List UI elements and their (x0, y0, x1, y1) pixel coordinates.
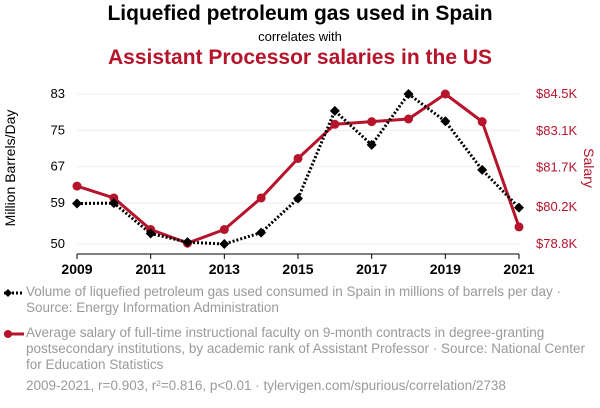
series-lpg-point (219, 239, 230, 249)
series-lpg-point (514, 202, 524, 213)
series-lpg-point (366, 139, 377, 150)
series-salary-line (76, 92, 521, 245)
x-tick-label: 2021 (503, 261, 534, 277)
y-tick-right: $78.8K (536, 236, 578, 251)
chart-title-secondary: Assistant Processor salaries in the US (108, 46, 492, 69)
legend-marker-solid-circle (4, 330, 24, 338)
x-tick-label: 2019 (430, 261, 461, 277)
series-salary-point (367, 117, 377, 127)
series-salary-point (109, 193, 119, 203)
y-tick-right: $81.7K (536, 160, 578, 175)
chart-title: Liquefied petroleum gas used in Spain (107, 2, 493, 25)
series-salary-point (440, 89, 450, 99)
series-lpg-point (182, 237, 193, 248)
legend-text-2: Average salary of full-time instructiona… (26, 325, 586, 372)
y-axis-label-right: Salary (581, 148, 597, 188)
series-salary-point (256, 193, 266, 203)
series-lpg-point (477, 164, 488, 175)
series-lpg-point (329, 105, 340, 116)
series-group (72, 89, 524, 249)
chart-subtitle: correlates with (258, 29, 342, 44)
series-lpg-point (72, 198, 82, 209)
y-tick-left: 59 (51, 195, 65, 210)
y-tick-right: $83.1K (536, 123, 578, 138)
y-tick-right: $80.2K (536, 199, 578, 214)
series-lpg-point (403, 89, 414, 99)
y-tick-left: 67 (51, 159, 65, 174)
series-salary-point (293, 153, 303, 163)
series-salary-point (404, 114, 413, 124)
series-lpg-point (256, 227, 267, 238)
series-lpg-point (145, 228, 156, 239)
series-salary-point (72, 181, 82, 191)
y-tick-left: 83 (51, 86, 65, 101)
y-axis-label-left: Million Barrels/Day (2, 110, 18, 227)
legend-text-1: Volume of liquefied petroleum gas used c… (26, 284, 562, 315)
legend-marker-dotted-diamond (4, 289, 24, 297)
series-lpg-point (440, 116, 451, 127)
line-chart: Million Barrels/Day Salary 50 59 67 75 83 $78… (2, 86, 597, 277)
series-lpg-point (108, 198, 119, 209)
footer-stats: 2009-2021, r=0.903, r²=0.816, p<0.01 · t… (26, 378, 506, 393)
series-lpg-point (293, 193, 303, 204)
x-tick-label: 2011 (135, 261, 166, 277)
series-salary-point (514, 222, 524, 232)
y-tick-right: $84.5K (536, 86, 578, 101)
x-tick-label: 2015 (282, 261, 313, 277)
x-tick-label: 2013 (209, 261, 240, 277)
y-tick-left: 50 (51, 236, 65, 251)
axes: Million Barrels/Day Salary 50 59 67 75 83 $78… (2, 86, 597, 277)
series-salary-point (477, 117, 487, 127)
y-tick-left: 75 (51, 122, 65, 137)
series-salary-point (330, 119, 340, 129)
x-tick-label: 2009 (61, 261, 92, 277)
series-salary-point (219, 225, 229, 235)
x-tick-label: 2017 (356, 261, 387, 277)
